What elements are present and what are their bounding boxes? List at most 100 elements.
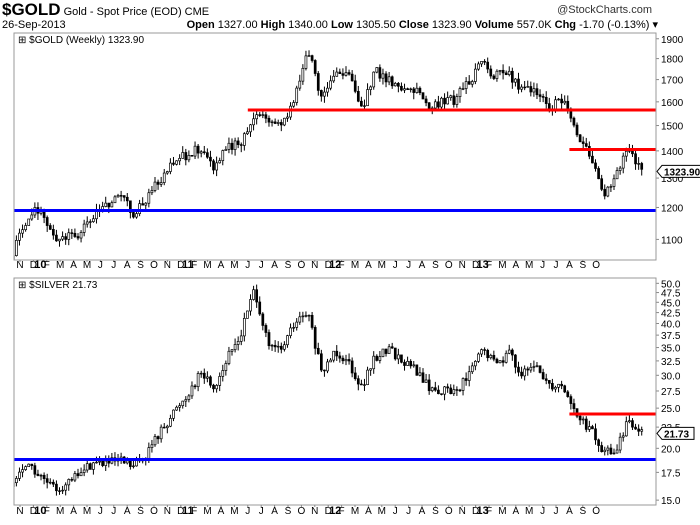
candle-body <box>492 75 496 79</box>
candle-body <box>224 148 228 151</box>
candle-body <box>273 121 277 124</box>
x-tick-label: J <box>245 506 250 517</box>
candle-body <box>206 376 209 379</box>
candle-body <box>486 61 490 70</box>
candle-body <box>597 168 600 180</box>
x-tick-label: O <box>445 260 453 271</box>
candle-body <box>48 481 52 484</box>
candle-body <box>350 360 354 374</box>
x-tick-label: D <box>325 260 332 271</box>
x-tick-label: A <box>419 260 426 271</box>
volume-label: Volume <box>474 19 514 31</box>
x-tick-label: J <box>554 260 559 271</box>
x-tick-label: A <box>419 506 426 517</box>
candle-body <box>144 202 148 206</box>
x-tick-label: M <box>56 260 64 271</box>
candle-body <box>514 78 517 83</box>
candle-body <box>344 72 348 76</box>
candle-body <box>424 379 428 383</box>
x-tick-label: O <box>298 506 306 517</box>
x-tick-label: J <box>111 506 116 517</box>
candle-body <box>526 86 530 88</box>
candle-body <box>637 428 640 432</box>
candle-body <box>612 178 616 187</box>
candle-body <box>187 395 191 400</box>
candle-body <box>255 114 259 120</box>
candle-body <box>175 160 178 165</box>
candle-body <box>581 141 585 144</box>
candle-body <box>535 365 539 367</box>
x-tick-label: A <box>218 506 225 517</box>
dropdown-icon[interactable]: ▾ <box>652 19 658 31</box>
candle-body <box>258 301 262 315</box>
candle-body <box>147 447 151 459</box>
x-tick-label: J <box>406 506 411 517</box>
last-value-label: 21.73 <box>664 429 689 440</box>
candle-body <box>283 117 286 126</box>
candle-body <box>67 232 71 240</box>
candle-body <box>110 202 114 208</box>
y-tick-label: 20.0 <box>661 444 681 455</box>
candle-body <box>283 344 286 350</box>
candle-body <box>313 327 317 349</box>
candle-body <box>640 429 644 432</box>
candle-body <box>403 88 406 91</box>
candle-body <box>424 98 428 104</box>
x-tick-label: M <box>203 260 211 271</box>
candle-body <box>467 81 471 85</box>
candle-body <box>369 368 372 371</box>
x-tick-label: D <box>472 506 479 517</box>
candle-body <box>587 145 591 157</box>
candle-body <box>421 372 425 383</box>
x-tick-label: J <box>554 506 559 517</box>
candle-body <box>242 318 246 337</box>
candle-body <box>82 469 86 473</box>
candle-body <box>51 481 55 485</box>
last-value-label: 1323.90 <box>664 167 700 178</box>
candle-body <box>535 88 539 96</box>
x-tick-label: A <box>566 260 573 271</box>
candle-body <box>221 370 225 377</box>
y-tick-label: 1100 <box>661 235 683 246</box>
high-label: High <box>260 19 286 31</box>
candle-body <box>279 345 283 350</box>
candle-body <box>258 114 262 116</box>
candle-body <box>76 236 80 239</box>
candle-body <box>403 361 406 366</box>
candle-body <box>335 350 339 357</box>
candle-body <box>560 383 563 387</box>
candle-body <box>129 200 132 213</box>
candle-body <box>603 188 607 197</box>
candle-body <box>73 232 77 237</box>
candle-body <box>92 462 95 470</box>
x-tick-label: M <box>83 260 91 271</box>
panel-title: ⊞ $SILVER 21.73 <box>18 280 98 291</box>
candle-body <box>122 195 126 198</box>
x-tick-label: D <box>177 506 184 517</box>
candle-body <box>135 460 138 467</box>
candle-body <box>452 389 456 395</box>
candle-body <box>190 385 194 397</box>
x-tick-label: M <box>351 260 359 271</box>
candle-body <box>504 352 508 363</box>
candle-body <box>520 86 523 90</box>
x-tick-label: S <box>432 506 439 517</box>
candle-body <box>470 81 474 85</box>
candle-body <box>64 236 68 240</box>
candle-body <box>286 116 289 119</box>
candle-body <box>338 355 342 359</box>
candle-body <box>446 97 449 105</box>
candle-body <box>387 346 391 354</box>
candle-body <box>107 460 111 464</box>
candle-body <box>507 349 511 354</box>
x-tick-label: M <box>230 260 238 271</box>
candle-body <box>341 73 345 76</box>
panel-frame <box>13 277 657 506</box>
candle-body <box>270 121 274 124</box>
candle-body <box>455 96 459 105</box>
candle-body <box>129 460 132 467</box>
candle-body <box>437 101 440 108</box>
candle-body <box>218 160 222 164</box>
candle-body <box>427 102 431 110</box>
x-tick-label: S <box>579 506 586 517</box>
